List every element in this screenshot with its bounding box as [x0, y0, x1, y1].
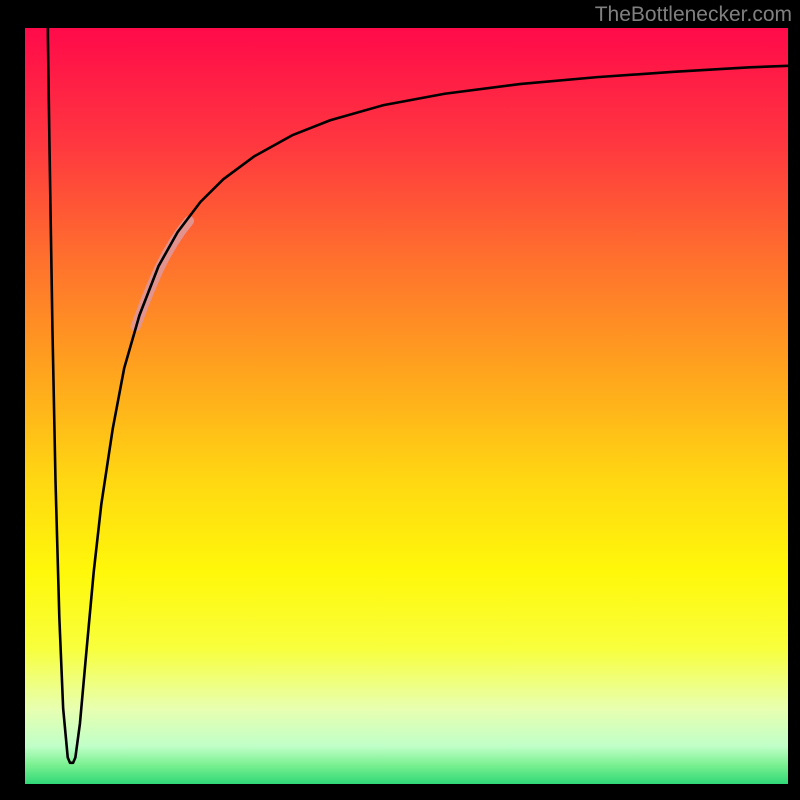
- frame-bottom: [0, 784, 800, 800]
- frame-left: [0, 0, 25, 800]
- plot-background: [25, 28, 788, 784]
- watermark-text: TheBottlenecker.com: [595, 3, 792, 27]
- frame-right: [788, 0, 800, 800]
- chart-svg: [0, 0, 800, 800]
- bottleneck-chart: [0, 0, 800, 800]
